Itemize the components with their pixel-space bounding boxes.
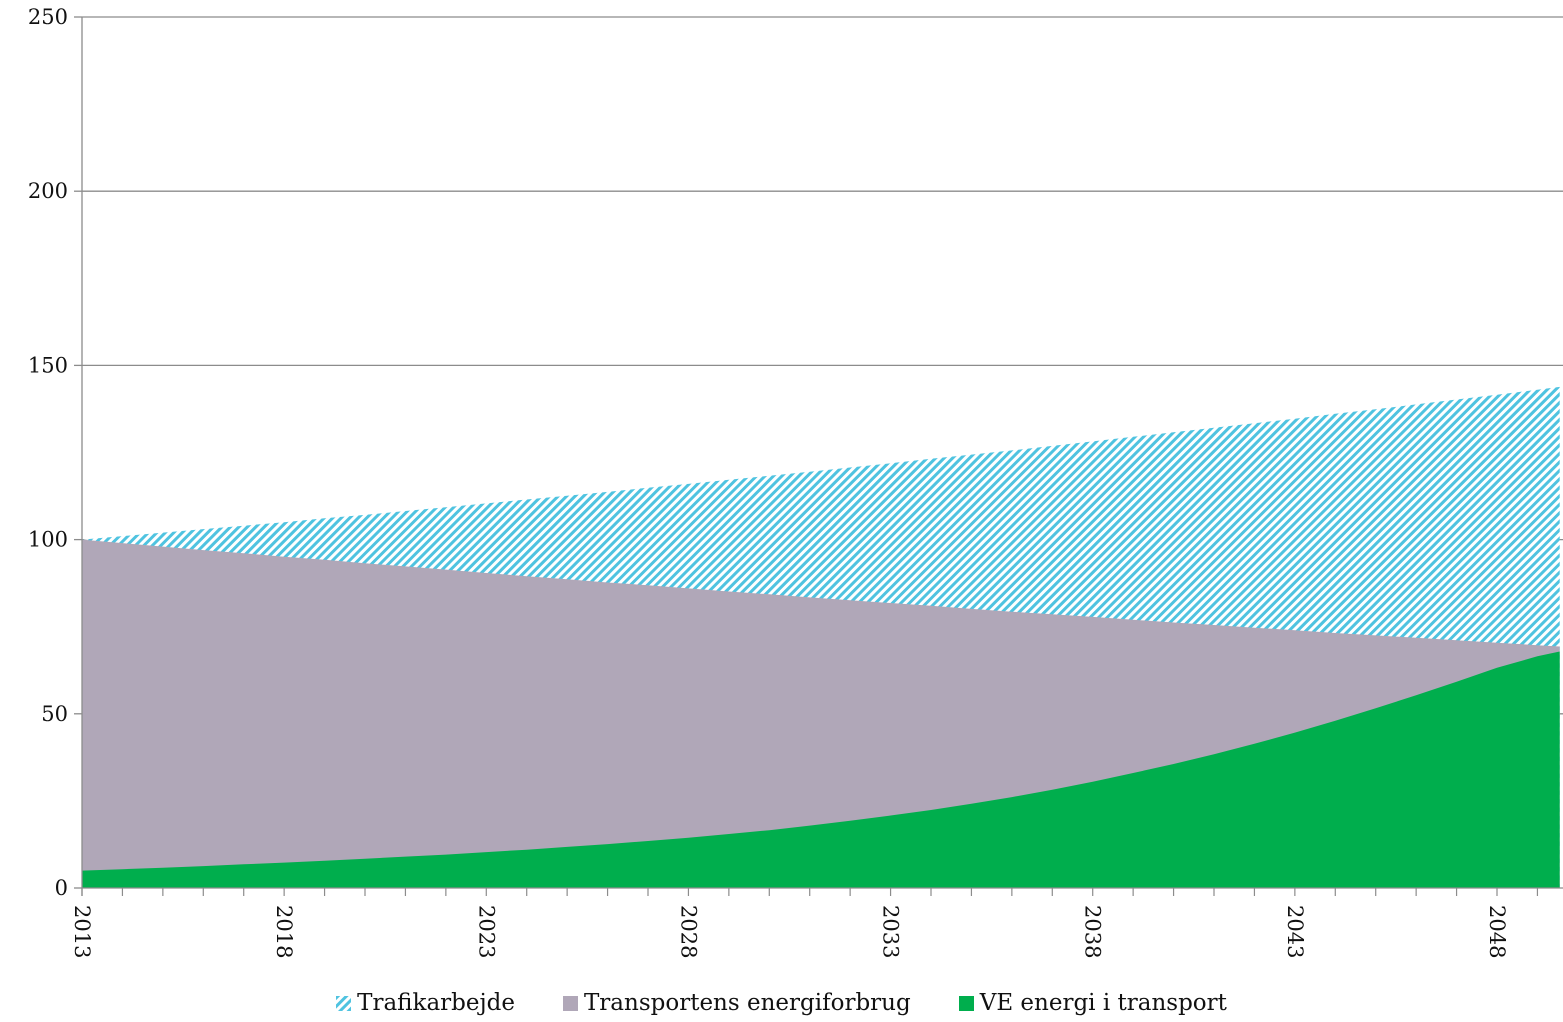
x-tick-label-2043: 2043 xyxy=(1283,905,1307,958)
y-tick-label-200: 200 xyxy=(28,179,68,203)
legend-label-energiforbrug: Transportens energiforbrug xyxy=(583,990,911,1016)
x-tick-label-2038: 2038 xyxy=(1081,905,1105,958)
legend-item-ve-energi: VE energi i transport xyxy=(958,990,1227,1016)
legend-label-trafikarbejde: Trafikarbejde xyxy=(357,990,515,1016)
plot-areas xyxy=(82,386,1560,888)
y-tick-label-250: 250 xyxy=(28,5,68,29)
y-tick-label-100: 100 xyxy=(28,528,68,552)
y-axis-ticks: 0 50 100 150 200 250 xyxy=(28,5,82,900)
area-chart: 0 50 100 150 200 250 2013 2018 2023 2028 2033 2038… xyxy=(28,5,1563,958)
x-tick-label-2013: 2013 xyxy=(70,905,94,958)
x-tick-label-2023: 2023 xyxy=(474,905,498,958)
green-swatch-icon xyxy=(958,995,974,1011)
y-tick-label-150: 150 xyxy=(28,353,68,377)
x-tick-label-2033: 2033 xyxy=(879,905,903,958)
area-ve-energi xyxy=(82,651,1560,888)
y-tick-label-0: 0 xyxy=(55,876,68,900)
legend: Trafikarbejde Transportens energiforbrug… xyxy=(0,990,1563,1016)
hatch-swatch-icon xyxy=(336,995,352,1011)
y-tick-label-50: 50 xyxy=(41,702,68,726)
legend-label-ve-energi: VE energi i transport xyxy=(979,990,1227,1016)
x-tick-label-2028: 2028 xyxy=(676,905,700,958)
legend-item-energiforbrug: Transportens energiforbrug xyxy=(562,990,911,1016)
x-tick-label-2048: 2048 xyxy=(1485,905,1509,958)
purple-swatch-icon xyxy=(562,995,578,1011)
legend-item-trafikarbejde: Trafikarbejde xyxy=(336,990,515,1016)
axes xyxy=(81,17,1563,896)
x-tick-label-2018: 2018 xyxy=(272,905,296,958)
x-axis-ticks: 2013 2018 2023 2028 2033 2038 2043 2048 xyxy=(70,888,1539,958)
